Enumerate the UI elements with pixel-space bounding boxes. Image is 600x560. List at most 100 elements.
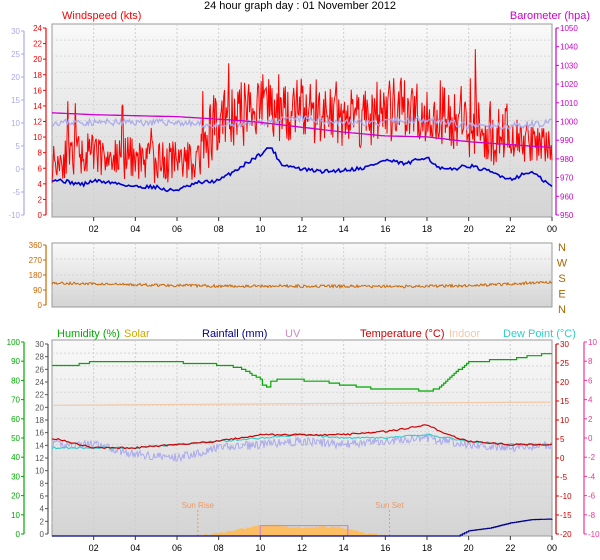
- axis-tick-label: 4: [40, 505, 45, 514]
- legend-entry: Solar: [124, 328, 150, 340]
- axis-tick-label: 1000: [560, 118, 578, 127]
- time-tick-label: 02: [89, 224, 99, 234]
- axis-tick-label: 1050: [560, 24, 578, 33]
- time-tick-label: 18: [422, 224, 432, 234]
- wind-direction-line: [51, 280, 553, 290]
- axis-tick-label: 22: [35, 391, 44, 400]
- axis-tick-label: -15: [560, 511, 572, 520]
- axis-tick-label: 18: [33, 71, 42, 80]
- axis-tick-label: 960: [560, 192, 574, 201]
- axis-tick-label: 950: [560, 211, 574, 220]
- axis-tick-label: 0: [38, 301, 43, 310]
- axis-tick-label: 180: [29, 271, 43, 280]
- axis-tick-label: 20: [11, 492, 20, 501]
- temperature-line: [51, 424, 553, 450]
- axis-tick-label: -2: [588, 453, 596, 462]
- axis-tick-label: 8: [40, 479, 45, 488]
- axis-tick-label: 10: [11, 511, 20, 520]
- barometer-line: [51, 112, 553, 149]
- axis-tick-label: 0: [588, 434, 593, 443]
- axis-tick-label: 360: [29, 241, 43, 250]
- axis-tick-label: 1040: [560, 43, 578, 52]
- axis-tick-label: -10: [588, 530, 600, 539]
- legend-entry: Temperature (°C): [360, 328, 444, 340]
- axis-tick-label: 12: [35, 454, 44, 463]
- axis-tick-label: 14: [35, 441, 44, 450]
- compass-label: E: [558, 289, 565, 301]
- axis-tick-label: 60: [11, 415, 20, 424]
- axis-tick-label: 6: [38, 164, 43, 173]
- axis-tick-label: -10: [560, 492, 572, 501]
- axis-tick-label: 30: [11, 472, 20, 481]
- axis-tick-label: 22: [33, 40, 42, 49]
- axis-tick-label: 28: [35, 353, 44, 362]
- compass-label: N: [558, 304, 566, 316]
- axis-tick-label: 20: [33, 55, 42, 64]
- solar-area: [197, 524, 390, 536]
- axis-tick-label: -4: [588, 472, 596, 481]
- time-tick-label: 00: [547, 543, 557, 553]
- time-tick-label: 14: [339, 224, 349, 234]
- windspeed-line: [51, 49, 553, 184]
- time-tick-label: 12: [297, 543, 307, 553]
- time-tick-label: 08: [214, 543, 224, 553]
- axis-tick-label: 80: [11, 376, 20, 385]
- legend-entry: Indoor: [449, 328, 481, 340]
- axis-tick-label: 20: [560, 378, 569, 387]
- humidity-line: [52, 353, 552, 392]
- time-tick-label: 18: [422, 543, 432, 553]
- legend-entry: Rainfall (mm): [202, 328, 267, 340]
- sunrise-text: Sun Rise: [182, 501, 215, 510]
- time-tick-label: 20: [464, 224, 474, 234]
- compass-label: W: [557, 258, 568, 270]
- time-tick-label: 00: [547, 224, 557, 234]
- axis-tick-label: 14: [33, 102, 42, 111]
- axis-tick-label: 90: [11, 357, 20, 366]
- axis-tick-label: 1030: [560, 61, 578, 70]
- axis-tick-label: -5: [13, 188, 21, 197]
- axis-tick-label: 18: [35, 416, 44, 425]
- axis-tick-label: 10: [560, 416, 569, 425]
- time-tick-label: 02: [89, 543, 99, 553]
- wind-average-line: [52, 147, 553, 193]
- legend-entry: Humidity (%): [57, 328, 120, 340]
- axis-tick-label: 30: [35, 340, 44, 349]
- barometer-title: Barometer (hpa): [510, 10, 590, 22]
- axis-tick-label: 270: [29, 256, 43, 265]
- time-tick-label: 12: [297, 224, 307, 234]
- axis-tick-label: 1010: [560, 99, 578, 108]
- time-tick-label: 20: [464, 543, 474, 553]
- axis-tick-label: 4: [38, 180, 43, 189]
- axis-tick-label: 20: [11, 73, 20, 82]
- lavender-line: [51, 114, 553, 131]
- axis-tick-label: 20: [35, 403, 44, 412]
- time-tick-label: 06: [172, 543, 182, 553]
- axis-tick-label: 6: [588, 376, 593, 385]
- rainfall-line: [52, 518, 553, 537]
- time-tick-label: 10: [255, 224, 265, 234]
- indoor-line: [51, 401, 553, 406]
- axis-tick-label: 15: [560, 397, 569, 406]
- axis-tick-label: 10: [33, 133, 42, 142]
- axis-tick-label: 0: [16, 530, 21, 539]
- time-tick-label: 14: [339, 543, 349, 553]
- axis-tick-label: 50: [11, 434, 20, 443]
- axis-tick-label: 24: [33, 24, 42, 33]
- time-tick-label: 22: [505, 224, 515, 234]
- axis-tick-label: -10: [8, 211, 20, 220]
- uv-line: [259, 524, 349, 536]
- axis-tick-label: 30: [560, 340, 569, 349]
- sunset-text: Sun Set: [375, 501, 404, 510]
- time-tick-label: 10: [255, 543, 265, 553]
- compass-label: N: [558, 242, 566, 254]
- axis-tick-label: 26: [35, 365, 44, 374]
- time-tick-label: 08: [214, 224, 224, 234]
- axis-tick-label: 0: [16, 165, 21, 174]
- axis-tick-label: -20: [560, 530, 572, 539]
- time-tick-label: 16: [380, 224, 390, 234]
- axis-tick-label: 8: [38, 149, 43, 158]
- axis-tick-label: 0: [40, 530, 45, 539]
- axis-tick-label: 70: [11, 396, 20, 405]
